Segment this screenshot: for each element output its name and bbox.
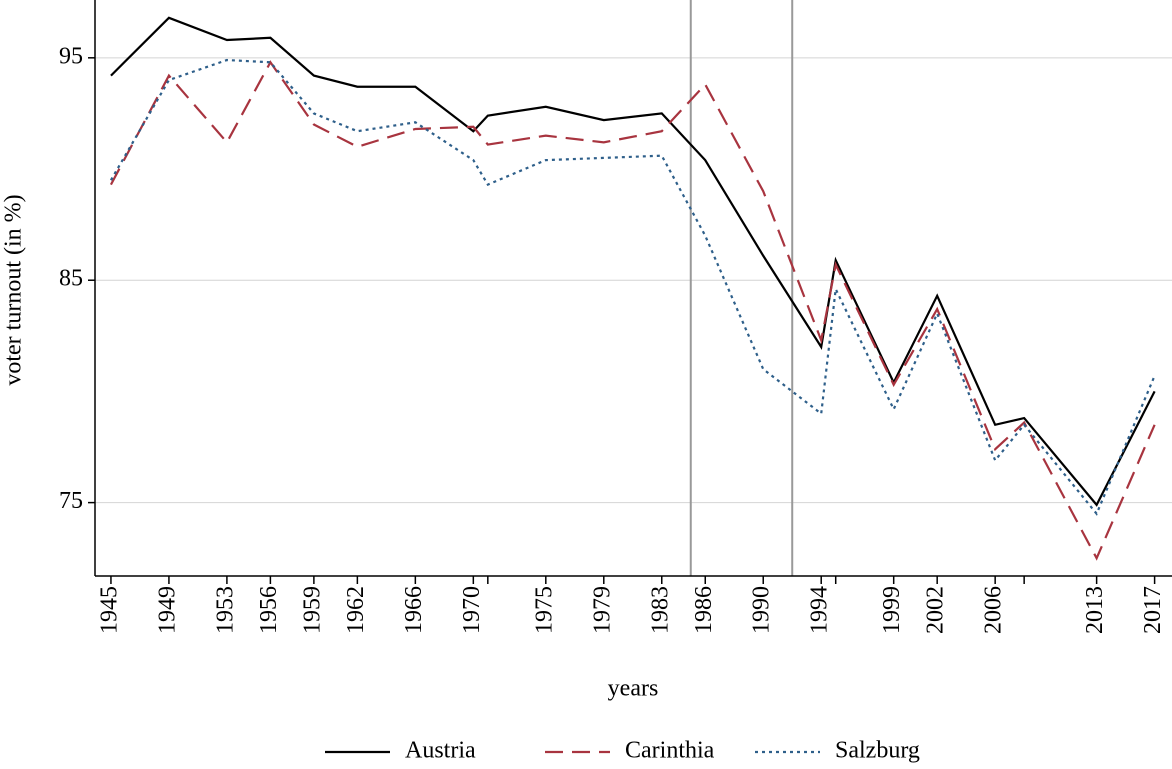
x-tick-label: 2013 [1082, 586, 1108, 634]
y-tick-label: 95 [59, 43, 83, 69]
x-tick-label: 1953 [212, 586, 238, 634]
x-tick-label: 1959 [299, 586, 325, 634]
x-tick-label: 2002 [923, 586, 949, 634]
x-tick-label: 1945 [96, 586, 122, 634]
series-line [109, 60, 1156, 561]
x-tick-label: 1975 [531, 586, 557, 634]
legend-label: Carinthia [625, 738, 715, 764]
x-tick-label: 1956 [256, 586, 282, 634]
x-tick-label: 1962 [343, 586, 369, 634]
y-axis-title: voter turnout (in %) [1, 194, 27, 385]
x-tick-label: 1994 [807, 586, 833, 634]
x-tick-label: 1966 [401, 586, 427, 634]
y-tick-label: 85 [59, 266, 83, 292]
x-tick-label: 2017 [1140, 586, 1166, 634]
series-line [109, 58, 1156, 516]
x-tick-label: 1990 [749, 586, 775, 634]
legend-label: Salzburg [835, 738, 920, 764]
x-tick-label: 1949 [154, 586, 180, 634]
x-tick-label: 1979 [589, 586, 615, 634]
legend-label: Austria [405, 738, 476, 764]
x-tick-label: 1970 [459, 586, 485, 634]
series-line [110, 16, 1156, 507]
x-tick-label: 2006 [981, 586, 1007, 634]
x-tick-label: 1986 [691, 586, 717, 634]
x-tick-label: 1983 [647, 586, 673, 634]
x-tick-label: 1999 [879, 586, 905, 634]
y-tick-label: 75 [59, 488, 83, 514]
x-axis-title: years [608, 676, 659, 702]
